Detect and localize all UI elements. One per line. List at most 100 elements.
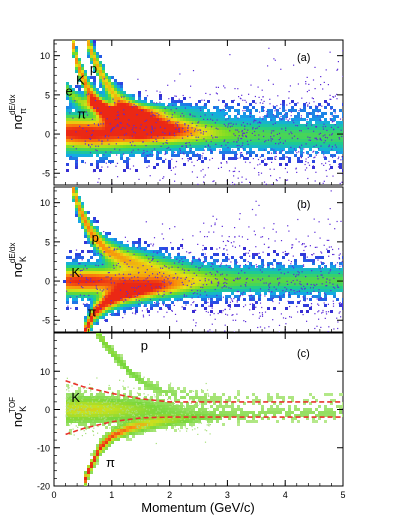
density-cell [333, 265, 336, 268]
density-cell [282, 100, 285, 103]
density-cell [87, 223, 90, 226]
density-cell [306, 112, 309, 115]
outlier-point [291, 132, 293, 135]
outlier-point [252, 128, 254, 130]
outlier-point [318, 221, 320, 223]
density-cell [75, 115, 78, 118]
density-cell [249, 109, 252, 112]
outlier-point [325, 281, 327, 283]
density-cell [231, 271, 234, 274]
density-cell [93, 262, 96, 265]
outlier-point [156, 102, 158, 104]
density-cell [153, 124, 156, 127]
outlier-point [208, 279, 210, 281]
outlier-point [317, 111, 319, 113]
outlier-point [298, 151, 300, 153]
density-cell [213, 271, 216, 274]
density-cell [270, 145, 273, 148]
density-cell [162, 103, 165, 106]
density-cell [75, 100, 78, 103]
density-cell [156, 274, 159, 277]
density-cell [258, 286, 261, 289]
density-cell [288, 136, 291, 139]
density-cell [87, 103, 90, 106]
density-cell [111, 91, 114, 94]
density-cell [210, 136, 213, 139]
density-cell [90, 223, 93, 226]
density-cell [90, 322, 93, 325]
density-cell [204, 106, 207, 109]
density-cell [153, 130, 156, 133]
outlier-point [148, 258, 150, 260]
density-cell [294, 289, 297, 292]
density-cell [156, 133, 159, 136]
density-cell [309, 271, 312, 274]
density-cell [252, 271, 255, 274]
outlier-point [239, 264, 241, 267]
outlier-point [339, 311, 341, 313]
density-cell [264, 124, 267, 127]
outlier-point [287, 225, 289, 227]
density-cell [144, 133, 147, 136]
density-cell [246, 118, 249, 121]
outlier-point [241, 130, 243, 132]
outlier-point [161, 233, 163, 235]
density-cell [237, 265, 240, 268]
density-cell [330, 277, 333, 280]
density-cell [174, 136, 177, 139]
outlier-point [162, 238, 165, 240]
density-cell [309, 118, 312, 121]
density-cell [78, 133, 81, 136]
density-cell [291, 289, 294, 292]
density-cell [84, 154, 87, 157]
density-cell [81, 118, 84, 121]
density-cell [102, 271, 105, 274]
outlier-point [134, 313, 136, 315]
density-cell [90, 85, 93, 88]
density-cell [171, 118, 174, 121]
density-cell [87, 118, 90, 121]
outlier-point [308, 102, 310, 104]
density-cell [279, 148, 282, 151]
outlier-point [202, 168, 204, 171]
outlier-point [222, 108, 224, 110]
density-cell [288, 148, 291, 151]
outlier-point [259, 312, 261, 314]
density-cell [66, 277, 69, 280]
density-cell [297, 130, 300, 133]
density-cell [78, 253, 81, 256]
density-cell [84, 76, 87, 79]
density-cell [264, 283, 267, 286]
outlier-point [129, 273, 132, 275]
density-cell [108, 94, 111, 97]
outlier-point [185, 142, 187, 145]
density-cell [171, 121, 174, 124]
density-cell [123, 142, 126, 145]
density-cell [123, 295, 126, 298]
density-cell [69, 286, 72, 289]
density-cell [72, 142, 75, 145]
outlier-point [230, 267, 232, 269]
outlier-point [95, 149, 97, 151]
outlier-point [119, 289, 122, 291]
density-cell [84, 112, 87, 115]
density-cell [132, 271, 135, 274]
density-cell [144, 280, 147, 283]
outlier-point [252, 158, 254, 160]
outlier-point [218, 283, 220, 285]
density-cell [219, 127, 222, 130]
density-cell [282, 106, 285, 109]
outlier-point [300, 160, 302, 162]
outlier-point [174, 151, 176, 153]
density-cell [150, 142, 153, 145]
density-cell [90, 121, 93, 124]
outlier-point [142, 152, 144, 154]
density-cell [117, 151, 120, 154]
outlier-point [194, 309, 196, 311]
density-cell [327, 148, 330, 151]
density-cell [93, 112, 96, 115]
density-cell [213, 292, 216, 295]
particle-label: e [66, 84, 73, 99]
outlier-point [211, 310, 213, 312]
